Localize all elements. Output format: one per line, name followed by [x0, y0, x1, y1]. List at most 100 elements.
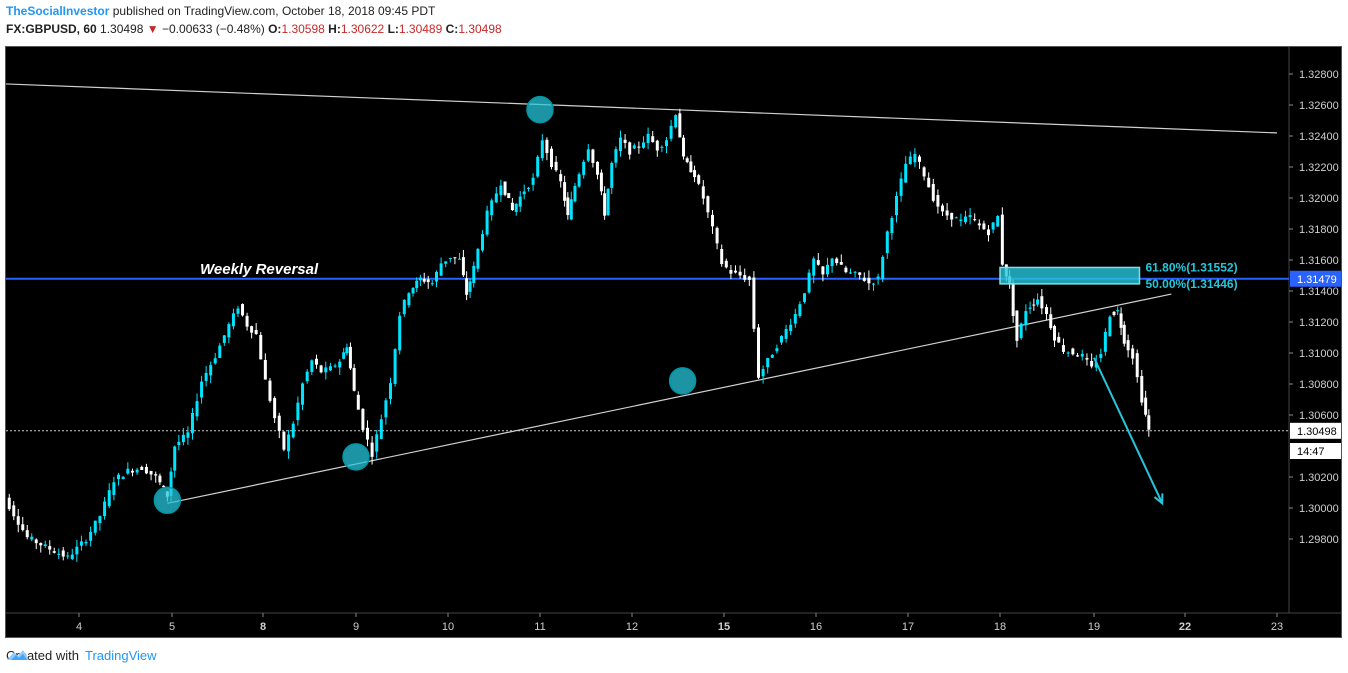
candle-body [117, 474, 121, 480]
candle-body [468, 281, 472, 292]
candle-body [945, 210, 949, 216]
candle-body [227, 324, 231, 338]
candle-body [291, 423, 295, 438]
candle-body [619, 137, 622, 152]
candle-body [844, 267, 848, 273]
candle-body [904, 163, 908, 183]
close-label: C: [445, 22, 459, 36]
candle-body [282, 431, 286, 450]
candle-body [747, 276, 751, 280]
candle-body [693, 170, 697, 178]
candle-body [821, 266, 825, 275]
candle-body [149, 470, 153, 475]
candle-body [426, 279, 430, 283]
candle-body [798, 304, 802, 316]
candle-body [573, 185, 577, 202]
candle-body [563, 182, 567, 201]
candle-body [186, 432, 190, 438]
candle-body [305, 371, 309, 382]
candle-body [112, 482, 116, 495]
candle-body [43, 544, 47, 547]
candle-body [411, 287, 415, 294]
price-axis-badge [1290, 422, 1341, 439]
candle-body [536, 156, 540, 177]
candle-body [628, 142, 632, 155]
candle-body [1085, 357, 1089, 360]
x-tick-label: 18 [994, 621, 1006, 633]
candle-body [931, 183, 935, 201]
candle-body [991, 222, 995, 230]
candle-body [476, 248, 480, 269]
candle-body [345, 347, 349, 354]
candle-body [1147, 415, 1151, 430]
candle-body [1028, 307, 1032, 309]
candle-body [872, 283, 875, 285]
y-tick-label: 1.30800 [1299, 379, 1339, 391]
candle-body [273, 398, 277, 419]
x-tick-label: 23 [1271, 621, 1283, 633]
candle-body [389, 383, 392, 399]
candle-body [52, 551, 56, 553]
candle-body [1040, 296, 1044, 309]
candle-body [418, 277, 422, 281]
x-tick-label: 17 [902, 621, 914, 633]
candle-body [259, 334, 263, 360]
candle-body [706, 196, 710, 213]
x-tick-label: 4 [76, 621, 82, 633]
candle-body [190, 412, 194, 434]
candle-body [310, 360, 314, 373]
pivot-circle [526, 95, 554, 124]
close-value: 1.30498 [458, 22, 502, 36]
y-tick-label: 1.31800 [1299, 224, 1339, 236]
candle-body [996, 215, 1000, 227]
candle-body [490, 200, 494, 216]
candle-body [591, 149, 595, 163]
candle-body [890, 218, 894, 234]
candle-body [669, 125, 673, 139]
tradingview-link[interactable]: TradingView [84, 648, 157, 663]
candle-body [204, 372, 208, 381]
y-tick-label: 1.30200 [1299, 472, 1339, 484]
candle-body [1099, 354, 1103, 358]
candle-body [66, 555, 70, 557]
candle-body [84, 541, 88, 544]
high-label: H: [328, 22, 341, 36]
candle-body [729, 269, 733, 274]
y-tick-label: 1.31000 [1299, 348, 1339, 360]
candle-body [867, 277, 871, 284]
candle-body [954, 217, 958, 219]
candle-body [510, 202, 514, 210]
chart-frame[interactable]: 1.32800 1.32600 1.32400 1.32200 1.32000 1.318… [5, 46, 1342, 638]
candle-body [678, 113, 682, 138]
candle-body [130, 470, 134, 473]
candle-body [1061, 345, 1065, 352]
y-tick-label: 1.32800 [1299, 69, 1339, 81]
candle-body [780, 335, 783, 343]
price-axis-badge-label: 1.30498 [1297, 426, 1337, 438]
candle-body [959, 219, 963, 221]
chart-header: TheSocialInvestor published on TradingVi… [6, 3, 435, 19]
last-price: 1.30498 [100, 22, 144, 36]
candle-body [697, 175, 701, 184]
price-chart[interactable]: 1.32800 1.32600 1.32400 1.32200 1.32000 1.318… [6, 47, 1341, 637]
candle-body [1011, 283, 1015, 316]
candle-body [70, 554, 74, 560]
candle-body [738, 271, 742, 276]
candle-body [301, 383, 305, 405]
candle-body [213, 358, 217, 364]
x-tick-label: 9 [353, 621, 359, 633]
candle-body [913, 154, 917, 163]
candle-body [181, 434, 185, 443]
candle-body [499, 185, 503, 196]
symbol-info-bar: FX:GBPUSD, 60 1.30498 ▼ −0.00633 (−0.48%… [6, 21, 502, 37]
candle-body [522, 191, 526, 195]
candle-body [826, 264, 829, 275]
candle-body [241, 304, 245, 316]
candle-body [209, 365, 213, 376]
candle-body [231, 313, 235, 327]
candle-body [75, 546, 79, 555]
candle-body [982, 223, 986, 230]
author-link[interactable]: TheSocialInvestor [6, 4, 110, 18]
candle-body [107, 490, 111, 507]
candle-body [775, 348, 779, 352]
